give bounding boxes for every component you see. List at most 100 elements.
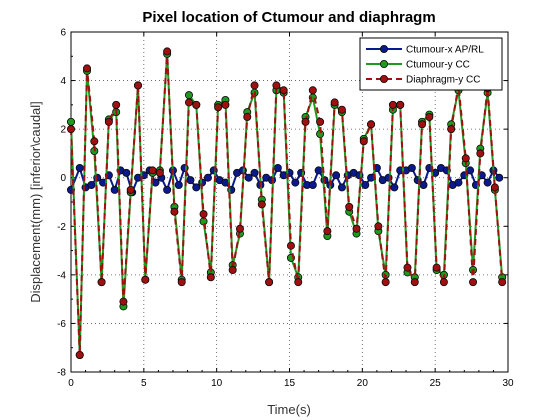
data-point bbox=[134, 81, 143, 90]
legend: Ctumour-x AP/RL Ctumour-y CC Diaphragm-y C… bbox=[359, 37, 503, 91]
data-point bbox=[381, 278, 390, 287]
data-point bbox=[396, 100, 405, 109]
data-point bbox=[361, 180, 370, 189]
data-point bbox=[75, 163, 84, 172]
data-point bbox=[273, 163, 282, 172]
data-point bbox=[374, 222, 383, 231]
data-point bbox=[184, 91, 193, 100]
data-point bbox=[177, 278, 186, 287]
data-point bbox=[163, 185, 172, 194]
data-point bbox=[291, 178, 300, 187]
data-point bbox=[228, 265, 237, 274]
data-point bbox=[403, 263, 412, 272]
axis-ticks: -8 -6 -4 -2 0 2 4 6 0 5 10 15 20 25 30 bbox=[57, 28, 514, 390]
series-layer bbox=[67, 47, 507, 359]
data-point bbox=[419, 180, 428, 189]
data-point bbox=[119, 297, 128, 306]
data-point bbox=[67, 125, 76, 134]
data-point bbox=[294, 278, 303, 287]
data-point bbox=[388, 100, 397, 109]
data-point bbox=[418, 120, 427, 129]
x-tick-label: 5 bbox=[141, 378, 147, 389]
data-point bbox=[323, 227, 332, 236]
legend-marker bbox=[379, 60, 388, 69]
series-0 bbox=[67, 163, 504, 197]
data-point bbox=[425, 113, 434, 122]
x-tick-label: 20 bbox=[357, 378, 369, 389]
data-point bbox=[221, 100, 230, 109]
chart-title: Pixel location of Ctumour and diaphragm bbox=[142, 9, 435, 26]
data-point bbox=[235, 224, 244, 233]
data-point bbox=[243, 113, 252, 122]
data-point bbox=[454, 178, 463, 187]
data-point bbox=[495, 173, 504, 182]
y-tick-label: -8 bbox=[57, 368, 66, 379]
series-line bbox=[70, 51, 504, 356]
data-point bbox=[279, 86, 288, 95]
data-point bbox=[83, 64, 92, 73]
x-tick-label: 15 bbox=[284, 378, 296, 389]
data-point bbox=[432, 263, 441, 272]
x-tick-label: 25 bbox=[430, 378, 442, 389]
data-point bbox=[75, 350, 84, 359]
data-point bbox=[192, 183, 201, 192]
data-point bbox=[308, 86, 317, 95]
data-point bbox=[250, 81, 259, 90]
data-point bbox=[447, 125, 456, 134]
y-tick-label: -6 bbox=[57, 319, 66, 330]
data-point bbox=[332, 171, 341, 180]
data-point bbox=[410, 278, 419, 287]
y-tick-label: 4 bbox=[60, 76, 66, 87]
data-point bbox=[163, 47, 172, 56]
data-point bbox=[337, 183, 346, 192]
data-point bbox=[407, 163, 416, 172]
data-point bbox=[87, 180, 96, 189]
data-point bbox=[122, 168, 131, 177]
legend-entry: Diaphragm-y CC bbox=[366, 75, 480, 86]
data-point bbox=[148, 166, 157, 175]
data-point bbox=[301, 117, 310, 126]
legend-label: Ctumour-y CC bbox=[406, 60, 470, 71]
data-point bbox=[330, 98, 339, 107]
data-point bbox=[257, 200, 266, 209]
x-tick-label: 30 bbox=[502, 378, 514, 389]
y-axis-label: Displacement(mm) [inferior\caudal] bbox=[28, 101, 43, 303]
data-point bbox=[390, 183, 399, 192]
data-point bbox=[314, 166, 323, 175]
data-point bbox=[170, 207, 179, 216]
data-point bbox=[90, 137, 99, 146]
data-point bbox=[97, 278, 106, 287]
data-point bbox=[214, 103, 223, 112]
legend-label: Ctumour-x AP/RL bbox=[406, 45, 484, 56]
legend-entry: Ctumour-y CC bbox=[366, 60, 470, 71]
series-2 bbox=[67, 47, 507, 359]
data-point bbox=[469, 278, 478, 287]
data-point bbox=[286, 241, 295, 250]
legend-marker bbox=[379, 75, 388, 84]
data-point bbox=[110, 185, 119, 194]
data-point bbox=[345, 202, 354, 211]
data-point bbox=[498, 278, 507, 287]
data-point bbox=[203, 173, 212, 182]
data-point bbox=[316, 117, 325, 126]
data-point bbox=[67, 117, 76, 126]
data-point bbox=[250, 168, 259, 177]
y-tick-label: 6 bbox=[60, 28, 66, 39]
data-point bbox=[186, 176, 195, 185]
data-point bbox=[490, 183, 499, 192]
legend-label: Diaphragm-y CC bbox=[406, 75, 480, 86]
data-point bbox=[206, 273, 215, 282]
data-point bbox=[244, 173, 253, 182]
data-point bbox=[439, 278, 448, 287]
data-point bbox=[352, 224, 361, 233]
data-point bbox=[184, 98, 193, 107]
x-tick-label: 10 bbox=[211, 378, 223, 389]
data-point bbox=[308, 180, 317, 189]
y-tick-label: -2 bbox=[57, 222, 66, 233]
data-point bbox=[476, 149, 485, 158]
data-point bbox=[199, 210, 208, 219]
data-point bbox=[155, 168, 164, 177]
data-point bbox=[337, 105, 346, 114]
data-point bbox=[384, 173, 393, 182]
